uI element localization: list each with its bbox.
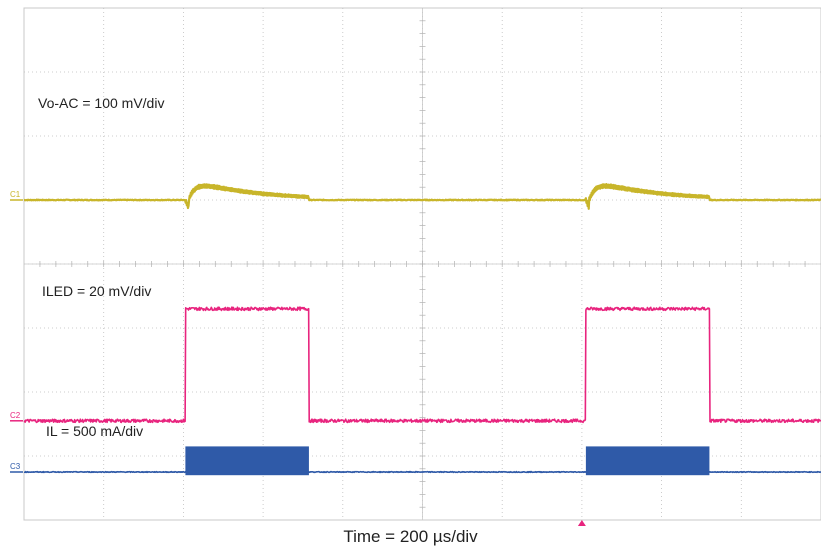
series-label-c1: Vo-AC = 100 mV/div (38, 95, 164, 111)
series-label-c3: IL = 500 mA/div (46, 423, 143, 439)
channel-marker-c3: C3 (10, 462, 21, 471)
burst-c3-2 (585, 446, 710, 476)
channel-marker-c2: C2 (10, 411, 21, 420)
trace-c2 (23, 306, 821, 424)
x-axis-label: Time = 200 µs/div (343, 527, 478, 546)
series-labels: C1 Vo-AC = 100 mV/div C2 ILED = 20 mV/div C3… (10, 95, 164, 473)
burst-c3-1 (185, 446, 309, 476)
channel-marker-c1: C1 (10, 190, 21, 199)
traces (23, 182, 821, 476)
trigger-marker (577, 520, 586, 526)
grid (24, 8, 821, 520)
trace-c1 (23, 182, 821, 210)
series-label-c2: ILED = 20 mV/div (42, 283, 151, 299)
